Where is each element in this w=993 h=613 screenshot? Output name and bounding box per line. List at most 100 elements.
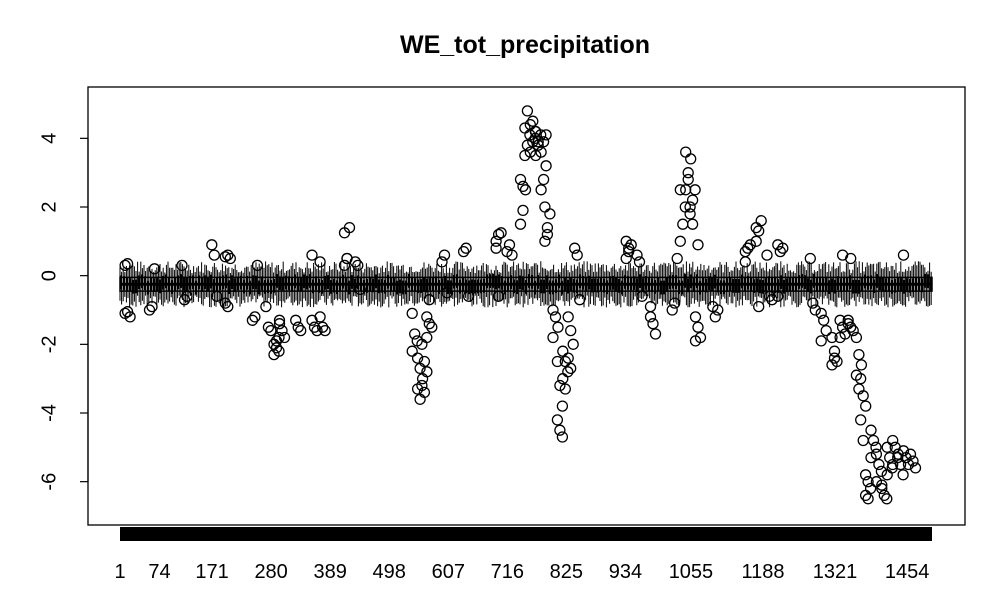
box [246, 275, 248, 290]
box [351, 275, 353, 289]
x-tick-label: 1454 [885, 561, 930, 583]
box [519, 275, 521, 290]
box [402, 280, 404, 295]
outlier-point [850, 331, 863, 344]
y-tick-label: 0 [38, 270, 60, 281]
outlier-point [574, 294, 586, 306]
outlier-point [682, 167, 694, 179]
outlier-point [206, 239, 218, 251]
outlier-point [306, 249, 318, 261]
box [249, 280, 251, 295]
chart-title: WE_tot_precipitation [400, 31, 650, 59]
box [312, 279, 314, 294]
outlier-point [633, 256, 646, 268]
box [729, 277, 731, 292]
box [678, 280, 680, 294]
box [456, 274, 458, 288]
box [690, 274, 692, 289]
outlier-point [314, 256, 326, 268]
outlier-point [857, 390, 869, 402]
box [816, 277, 818, 292]
box [645, 276, 647, 290]
box [879, 276, 881, 291]
box [273, 278, 275, 293]
box [870, 275, 872, 290]
x-axis-dense-ticks [120, 527, 932, 541]
outlier-point [406, 307, 418, 320]
y-tick-label: -2 [38, 335, 60, 353]
outlier-point [119, 259, 131, 272]
outlier-point [224, 252, 236, 265]
box [141, 274, 143, 289]
box [510, 275, 512, 289]
box [897, 277, 899, 291]
box [159, 279, 161, 294]
box [243, 279, 245, 294]
outlier-point [897, 469, 909, 481]
outlier-point [552, 321, 564, 333]
outlier-point [873, 458, 885, 471]
outlier-point [686, 194, 699, 206]
x-tick-label: 498 [373, 561, 406, 583]
outlier-point [750, 221, 762, 234]
y-tick-label: 4 [38, 133, 60, 144]
y-tick-label: 2 [38, 201, 60, 212]
box [630, 276, 632, 291]
box [438, 280, 440, 294]
outlier-point [338, 227, 351, 239]
box [282, 276, 284, 291]
box [888, 277, 890, 292]
box [432, 276, 434, 291]
x-tick-label: 280 [254, 561, 287, 583]
outlier-point [739, 245, 751, 258]
box [255, 275, 257, 290]
box [825, 276, 827, 291]
box [411, 277, 413, 291]
outlier-point [246, 314, 259, 326]
outlier-point [682, 173, 694, 186]
outlier-point [559, 355, 571, 368]
outlier-point [119, 307, 131, 320]
x-tick-label: 1188 [741, 561, 784, 583]
outlier-point [777, 242, 789, 254]
outlier-point [855, 414, 867, 426]
outlier-point [860, 400, 872, 412]
box [423, 277, 425, 292]
x-tick-label: 389 [313, 561, 346, 583]
outlier-point [441, 287, 453, 299]
box [306, 275, 308, 290]
box [366, 279, 368, 293]
box [195, 280, 197, 295]
box [321, 280, 323, 294]
box [144, 276, 146, 290]
outlier-point [859, 489, 872, 502]
x-tick-label: 716 [491, 561, 524, 583]
outlier-point [423, 318, 435, 330]
box [414, 278, 416, 293]
outlier-point [894, 458, 907, 471]
outlier-point [418, 386, 431, 399]
outlier-point [121, 306, 134, 318]
outlier-point [804, 252, 816, 265]
outlier-point [146, 300, 158, 313]
box [822, 278, 824, 293]
outlier-point [273, 314, 286, 326]
outlier-point [567, 338, 579, 350]
box [780, 275, 782, 290]
box [606, 280, 608, 295]
box [708, 276, 710, 291]
box [927, 274, 929, 289]
outlier-point [761, 249, 773, 261]
box [525, 280, 527, 294]
outlier-point [222, 300, 234, 313]
box [393, 278, 395, 292]
x-tick-label: 825 [550, 561, 583, 583]
outlier-point [540, 129, 552, 141]
outlier-point [276, 324, 288, 337]
box [741, 274, 743, 289]
box [216, 277, 218, 292]
outlier-point [859, 469, 872, 481]
outlier-point [308, 321, 321, 333]
box [138, 275, 140, 290]
outlier-point [208, 249, 220, 261]
